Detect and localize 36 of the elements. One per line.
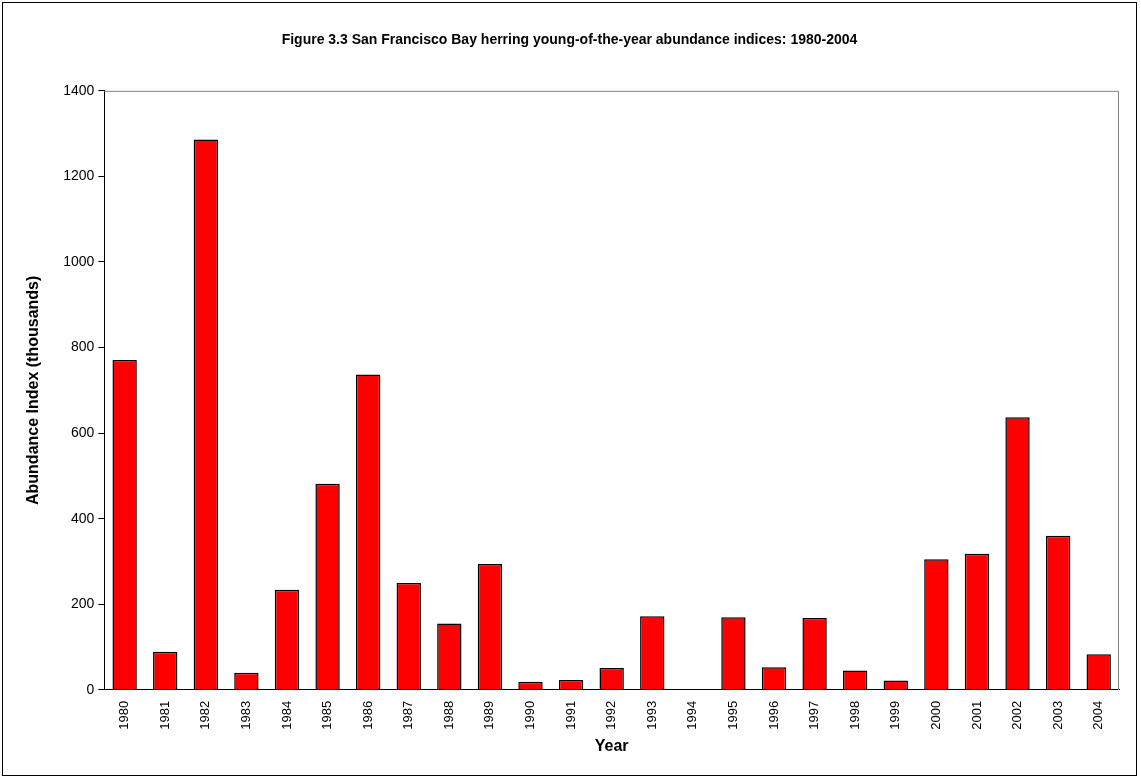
x-tick-label: 1998 bbox=[846, 700, 862, 730]
x-tick-label: 1980 bbox=[116, 700, 132, 730]
y-tick-label: 800 bbox=[70, 338, 95, 355]
x-tick-label: 1990 bbox=[522, 700, 538, 730]
x-tick-label: 1999 bbox=[887, 700, 903, 730]
x-tick-label: 1994 bbox=[684, 700, 700, 730]
x-tick-label: 1992 bbox=[603, 700, 619, 730]
x-tick-label: 1984 bbox=[278, 700, 294, 730]
x-tick-label: 1985 bbox=[319, 700, 335, 730]
y-axis-title: Abundance Index (thousands) bbox=[24, 275, 42, 506]
x-tick-label: 1988 bbox=[440, 700, 456, 730]
x-tick-label: 1981 bbox=[156, 700, 172, 730]
x-tick-label: 1982 bbox=[197, 700, 213, 730]
x-tick-label: 1993 bbox=[643, 700, 659, 730]
y-tick-label: 1400 bbox=[63, 81, 95, 98]
y-tick-label: 0 bbox=[86, 680, 95, 697]
x-axis-title: Year bbox=[594, 736, 629, 754]
y-tick-label: 200 bbox=[70, 595, 95, 612]
x-tick-label: 1989 bbox=[481, 700, 497, 730]
y-tick-label: 1000 bbox=[63, 252, 95, 269]
x-tick-label: 2003 bbox=[1049, 700, 1065, 730]
chart-title: Figure 3.3 San Francisco Bay herring young-of-the-year abundance indices: 1980-2004 bbox=[281, 31, 858, 48]
x-tick-label: 1983 bbox=[237, 700, 253, 730]
x-tick-label: 2001 bbox=[968, 700, 984, 730]
x-tick-label: 1987 bbox=[400, 700, 416, 730]
x-tick-label: 1997 bbox=[806, 700, 822, 730]
y-tick-label: 1200 bbox=[63, 167, 95, 184]
x-tick-label: 1986 bbox=[359, 700, 375, 730]
y-tick-label: 400 bbox=[70, 509, 95, 526]
x-tick-label: 2002 bbox=[1009, 700, 1025, 730]
x-tick-label: 1995 bbox=[725, 700, 741, 730]
x-tick-label: 1991 bbox=[562, 700, 578, 730]
x-tick-label: 2004 bbox=[1090, 700, 1106, 730]
x-tick-label: 1996 bbox=[765, 700, 781, 730]
y-tick-label: 600 bbox=[70, 423, 95, 440]
x-tick-label: 2000 bbox=[927, 700, 943, 730]
